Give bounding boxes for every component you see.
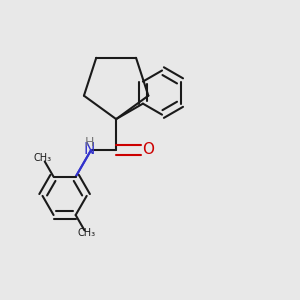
Text: CH₃: CH₃ <box>77 228 95 239</box>
Text: N: N <box>84 142 95 158</box>
Text: CH₃: CH₃ <box>34 153 52 164</box>
Text: H: H <box>85 136 94 149</box>
Text: O: O <box>142 142 154 158</box>
